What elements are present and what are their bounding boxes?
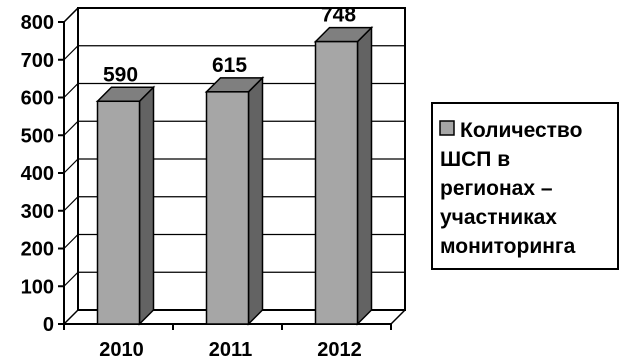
- bar-2011: 615: [204, 54, 265, 326]
- y-tick-label: 500: [21, 125, 54, 147]
- y-tick-label: 200: [21, 239, 54, 261]
- y-tick-label: 700: [21, 50, 54, 72]
- y-tick-label: 100: [21, 276, 54, 298]
- y-tick-label: 400: [21, 163, 54, 185]
- bar-2012: 748: [313, 4, 374, 326]
- bars: 590 615 748: [95, 4, 374, 326]
- legend-label-line: участниках: [440, 206, 557, 229]
- gridline: [63, 233, 405, 249]
- legend-swatch: [439, 120, 455, 136]
- bar-side: [138, 85, 155, 326]
- x-axis: 2010 2011 2012: [63, 324, 392, 361]
- y-tick-label: 0: [43, 314, 54, 336]
- y-axis: 0 100 200 300 400 500 600 700 800: [21, 7, 405, 336]
- gridline: [63, 158, 405, 174]
- gridline: [63, 271, 405, 287]
- data-label: 590: [103, 63, 138, 86]
- legend: Количество ШСП в регионах – участниках монит…: [431, 102, 619, 270]
- bar-front: [314, 40, 359, 325]
- legend-label-line: мониторинга: [440, 235, 576, 258]
- y-tick-label: 600: [21, 88, 54, 110]
- gridline: [63, 196, 405, 212]
- bar-side: [356, 25, 373, 326]
- data-label: 748: [321, 4, 356, 27]
- legend-label-line: ШСП в: [440, 148, 510, 171]
- legend-label-line: Количество: [460, 119, 582, 142]
- data-label: 615: [212, 54, 247, 77]
- legend-label-line: регионах –: [440, 177, 553, 200]
- bar-side: [247, 76, 264, 326]
- gridline: [63, 82, 405, 98]
- bar-2010: 590: [95, 63, 156, 326]
- gridline: [63, 45, 405, 61]
- legend-box: [431, 102, 619, 270]
- gridline: [63, 120, 405, 136]
- floor-right-edge: [390, 309, 406, 325]
- gridline: [63, 7, 405, 23]
- bar-front: [96, 100, 141, 325]
- side-wall-floor-edge: [63, 309, 79, 325]
- bar-front: [205, 91, 250, 325]
- x-tick-label: 2012: [317, 339, 362, 361]
- x-tick-label: 2011: [209, 339, 252, 361]
- y-tick-label: 800: [21, 12, 54, 34]
- x-tick-label: 2010: [99, 339, 144, 361]
- y-tick-label: 300: [21, 201, 54, 223]
